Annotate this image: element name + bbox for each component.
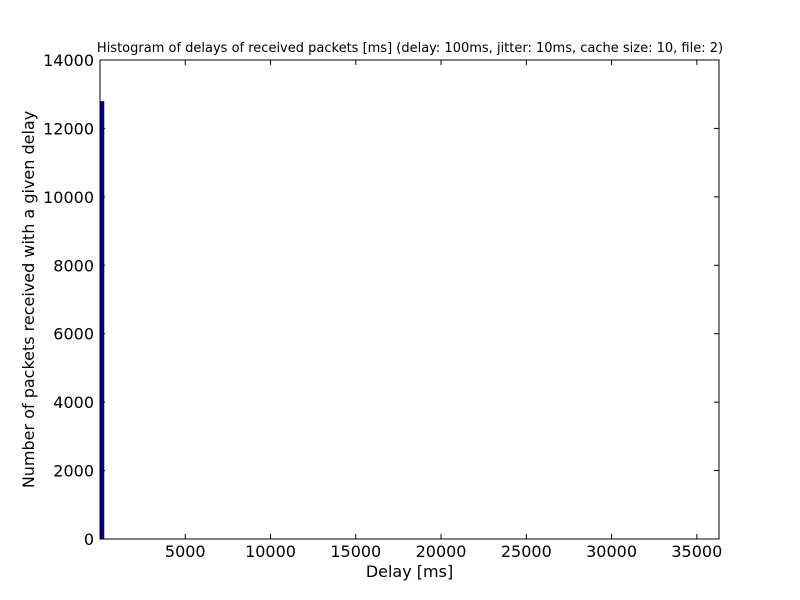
y-tick-label-6: 12000: [43, 119, 94, 138]
y-tick-label-4: 8000: [53, 256, 94, 275]
x-tick-label-2: 15000: [330, 542, 381, 561]
histogram-bar-0: [99, 101, 105, 540]
y-tick-label-1: 2000: [53, 462, 94, 481]
ticks-layer: 5000 10000 15000 20000 25000 30000 35000 0 2000 4…: [43, 51, 722, 561]
y-tick-label-0: 0: [84, 530, 94, 549]
chart-title: Histogram of delays of received packets …: [97, 41, 723, 56]
y-tick-label-2: 4000: [53, 393, 94, 412]
y-tick-label-7: 14000: [43, 51, 94, 70]
plot-frame: [99, 59, 720, 540]
y-axis-label: Number of packets received with a given …: [19, 111, 38, 488]
x-axis-label: Delay [ms]: [366, 562, 453, 581]
y-tick-label-3: 6000: [53, 325, 94, 344]
bars-layer: [99, 101, 105, 540]
x-tick-label-3: 20000: [416, 542, 467, 561]
y-tick-label-5: 10000: [43, 188, 94, 207]
x-tick-label-1: 10000: [245, 542, 296, 561]
x-tick-label-4: 25000: [501, 542, 552, 561]
x-tick-label-6: 35000: [671, 542, 722, 561]
x-tick-label-5: 30000: [586, 542, 637, 561]
x-tick-label-0: 5000: [165, 542, 206, 561]
